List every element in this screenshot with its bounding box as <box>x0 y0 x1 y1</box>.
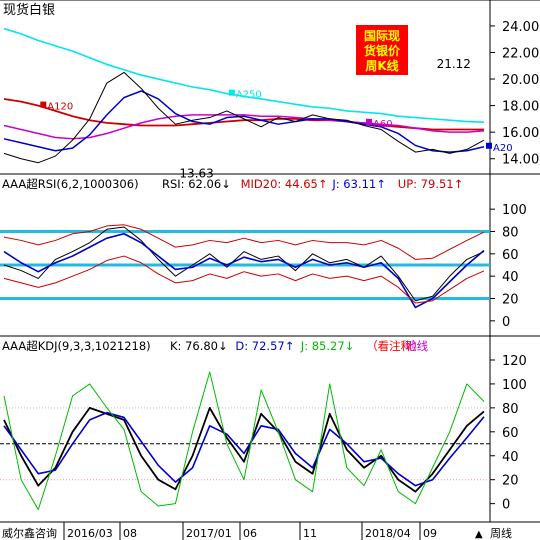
footer-date-label: 2018/04 <box>365 527 411 540</box>
ma-label-marker <box>366 118 372 125</box>
legend-entry: J: 85.27↓ <box>300 339 354 353</box>
legend-entry: UP: 79.51↑ <box>398 177 463 191</box>
series-line-a120 <box>3 98 484 131</box>
y-tick-label: 24.00 <box>502 20 539 35</box>
legend-entry: （看注释） <box>366 339 424 353</box>
footer-period: 周线 <box>490 526 512 540</box>
badge-line-1: 国际现 <box>364 29 400 43</box>
ma-label: A20 <box>493 143 513 154</box>
ma-label: A60 <box>373 119 393 130</box>
y-tick-label: 60 <box>502 426 519 441</box>
ma-label-marker <box>228 89 235 96</box>
y-tick-label: 18.00 <box>502 100 539 115</box>
legend-entry: J: 63.11↑ <box>331 177 385 191</box>
price-badge: 国际现 货银价 周K线 <box>356 25 408 75</box>
y-tick-label: 40 <box>502 270 519 285</box>
footer-date-label: 2016/03 <box>67 527 113 540</box>
ma-label-marker <box>40 101 47 108</box>
footer-source: 威尔鑫咨询 <box>2 526 57 540</box>
badge-line-2: 货银价 <box>364 43 401 58</box>
legend-entry: MID20: 44.65↑ <box>241 177 328 191</box>
series-line-j <box>3 371 485 511</box>
y-tick-label: 100 <box>502 378 527 393</box>
y-tick-label: 40 <box>502 450 519 465</box>
footer-date-label: 06 <box>243 527 257 540</box>
ma-label: A250 <box>236 90 262 101</box>
period-icon[interactable]: ▲ <box>475 529 483 540</box>
series-line-k <box>3 406 485 493</box>
series-line-up <box>3 224 485 260</box>
y-tick-label: 80 <box>502 226 519 241</box>
footer-date-label: 2017/01 <box>186 527 232 540</box>
legend-entry: RSI: 62.06↓ <box>162 177 231 191</box>
y-tick-label: 120 <box>502 354 527 369</box>
footer-date-label: 11 <box>303 527 317 540</box>
series-line-a20 <box>3 90 485 153</box>
footer-date-label: 08 <box>123 527 137 540</box>
series-line-rsi <box>3 226 485 302</box>
series-line-price <box>3 71 485 164</box>
y-tick-label: 60 <box>502 248 519 263</box>
badge-background <box>356 25 408 75</box>
y-tick-label: 20 <box>502 293 519 308</box>
y-tick-label: 20 <box>502 474 519 489</box>
series-line-j <box>3 232 485 309</box>
ma-label: A120 <box>47 102 73 113</box>
series-line-d <box>3 411 485 487</box>
badge-line-3: 周K线 <box>365 58 398 73</box>
series-line-a60 <box>3 114 485 140</box>
chart-title: 现货白银 <box>3 2 55 18</box>
y-tick-label: 20.00 <box>502 73 539 88</box>
legend-entry: K: 76.80↓ <box>170 339 228 353</box>
y-tick-label: 80 <box>502 402 519 417</box>
y-tick-label: 22.00 <box>502 46 539 61</box>
y-tick-label: 16.00 <box>502 126 539 141</box>
y-tick-label: 14.00 <box>502 153 539 168</box>
series-line-mid20 <box>3 255 485 304</box>
ma-label-marker <box>486 142 492 149</box>
legend-entry: 地线 <box>405 339 428 353</box>
kdj-title: AAA超KDJ(9,3,3,1021218) <box>2 339 151 353</box>
footer-date-label: 09 <box>423 527 437 540</box>
y-tick-label: 100 <box>502 203 527 218</box>
series-line-a250 <box>3 27 485 123</box>
price-annotation: 21.12 <box>437 57 471 71</box>
y-tick-label: 0 <box>502 498 510 513</box>
rsi-title: AAA超RSI(6,2,1000306) <box>2 177 139 191</box>
y-tick-label: 0 <box>502 315 510 330</box>
price-annotation: 13.63 <box>179 167 213 181</box>
legend-entry: D: 72.57↑ <box>235 339 294 353</box>
